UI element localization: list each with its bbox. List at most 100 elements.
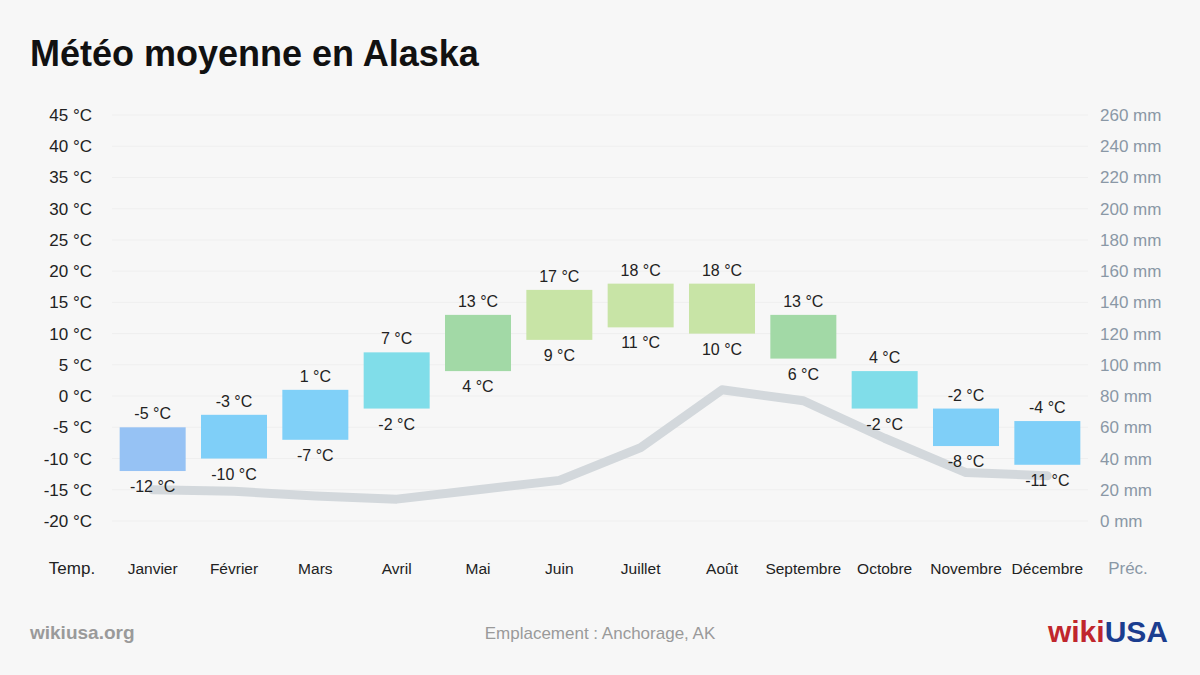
y2-tick-label: 200 mm bbox=[1100, 200, 1161, 219]
temperature-bar bbox=[526, 290, 592, 340]
y2-tick bbox=[1088, 458, 1092, 459]
y2-axis-label: Préc. bbox=[1108, 559, 1148, 578]
annotation: Emplacement : Anchorage, AK bbox=[485, 624, 716, 643]
logo: wikiUSA bbox=[1047, 615, 1168, 648]
x-tick-label: Mars bbox=[298, 560, 333, 577]
x-tick-label: Août bbox=[706, 560, 739, 577]
low-label: 11 °C bbox=[621, 334, 660, 351]
y2-tick-label: 180 mm bbox=[1100, 231, 1161, 250]
y2-tick bbox=[1088, 489, 1092, 490]
y2-tick-label: 260 mm bbox=[1100, 106, 1161, 125]
y2-tick-label: 120 mm bbox=[1100, 325, 1161, 344]
y2-tick bbox=[1088, 521, 1092, 522]
high-label: -4 °C bbox=[1029, 399, 1066, 416]
y-tick-label: 5 °C bbox=[59, 356, 92, 375]
y-tick-label: 15 °C bbox=[49, 293, 92, 312]
temperature-bar bbox=[282, 390, 348, 440]
y-tick-label: 20 °C bbox=[49, 262, 92, 281]
x-tick-label: Avril bbox=[382, 560, 412, 577]
y-tick-label: 45 °C bbox=[49, 106, 92, 125]
grid-line bbox=[112, 364, 1088, 365]
logo-part: wiki bbox=[1047, 615, 1105, 648]
y-tick-label: 25 °C bbox=[49, 231, 92, 250]
low-label: -10 °C bbox=[211, 466, 257, 483]
temperature-bar bbox=[852, 371, 918, 408]
y-axis-label: Temp. bbox=[49, 559, 95, 578]
x-tick-label: Février bbox=[210, 560, 258, 577]
temperature-bar bbox=[933, 409, 999, 446]
high-label: -5 °C bbox=[134, 405, 171, 422]
low-label: 4 °C bbox=[462, 378, 493, 395]
source: wikiusa.org bbox=[29, 622, 135, 643]
marks bbox=[120, 284, 1081, 499]
y2-tick bbox=[1088, 239, 1092, 240]
low-label: -11 °C bbox=[1025, 472, 1069, 489]
high-label: 13 °C bbox=[783, 293, 823, 310]
y2-tick-label: 140 mm bbox=[1100, 293, 1161, 312]
low-label: 10 °C bbox=[702, 341, 742, 358]
x-tick-label: Juin bbox=[545, 560, 573, 577]
y2-tick bbox=[1088, 271, 1092, 272]
high-label: 18 °C bbox=[702, 262, 742, 279]
high-label: 4 °C bbox=[869, 349, 900, 366]
x-tick-label: Décembre bbox=[1012, 560, 1084, 577]
grid-line bbox=[112, 208, 1088, 209]
low-label: -8 °C bbox=[948, 453, 985, 470]
high-label: 1 °C bbox=[300, 368, 331, 385]
temperature-bar bbox=[689, 284, 755, 334]
x-tick-label: Novembre bbox=[930, 560, 1002, 577]
y2-tick bbox=[1088, 396, 1092, 397]
high-label: 7 °C bbox=[381, 330, 412, 347]
y2-tick bbox=[1088, 333, 1092, 334]
y2-tick-label: 80 mm bbox=[1100, 387, 1152, 406]
high-label: 17 °C bbox=[539, 268, 579, 285]
grid-line bbox=[112, 396, 1088, 397]
y2-tick bbox=[1088, 177, 1092, 178]
grid-line bbox=[112, 239, 1088, 240]
logo-part: USA bbox=[1105, 615, 1168, 648]
high-label: 13 °C bbox=[458, 293, 498, 310]
y2-tick bbox=[1088, 146, 1092, 147]
y2-tick bbox=[1088, 427, 1092, 428]
y2-tick-label: 220 mm bbox=[1100, 168, 1161, 187]
y-tick-label: -15 °C bbox=[44, 481, 92, 500]
low-label: -2 °C bbox=[378, 416, 415, 433]
y2-tick-label: 240 mm bbox=[1100, 137, 1161, 156]
x-tick-label: Juillet bbox=[621, 560, 661, 577]
temperature-bar bbox=[1014, 421, 1080, 465]
temperature-bar bbox=[770, 315, 836, 359]
y2-tick bbox=[1088, 115, 1092, 116]
background bbox=[0, 0, 1200, 675]
temperature-bar bbox=[120, 427, 186, 471]
low-label: -7 °C bbox=[297, 447, 334, 464]
chart: Météo moyenne en Alaska-20 °C-15 °C-10 °… bbox=[0, 0, 1200, 675]
y-tick-label: 40 °C bbox=[49, 137, 92, 156]
y2-tick-label: 60 mm bbox=[1100, 418, 1152, 437]
y-tick-label: -5 °C bbox=[53, 418, 92, 437]
grid-line bbox=[112, 177, 1088, 178]
low-label: -12 °C bbox=[130, 478, 176, 495]
y2-tick-label: 40 mm bbox=[1100, 450, 1152, 469]
y-tick-label: 10 °C bbox=[49, 325, 92, 344]
temperature-bar bbox=[445, 315, 511, 371]
y2-tick-label: 0 mm bbox=[1100, 512, 1143, 531]
x-tick-label: Mai bbox=[466, 560, 491, 577]
x-tick-label: Janvier bbox=[128, 560, 178, 577]
grid-line bbox=[112, 302, 1088, 303]
y-tick-label: 30 °C bbox=[49, 200, 92, 219]
y2-tick bbox=[1088, 302, 1092, 303]
temperature-bar bbox=[201, 415, 267, 459]
grid-line bbox=[112, 333, 1088, 334]
y-tick-label: -20 °C bbox=[44, 512, 92, 531]
x-tick-label: Octobre bbox=[857, 560, 912, 577]
y2-tick-label: 100 mm bbox=[1100, 356, 1161, 375]
y2-tick bbox=[1088, 364, 1092, 365]
grid-line bbox=[112, 521, 1088, 522]
grid bbox=[112, 115, 1088, 521]
high-label: 18 °C bbox=[621, 262, 661, 279]
y-tick-label: -10 °C bbox=[44, 450, 92, 469]
y2-tick bbox=[1088, 208, 1092, 209]
high-label: -3 °C bbox=[216, 393, 253, 410]
grid-line bbox=[112, 271, 1088, 272]
data-labels: -5 °C -12 °C -3 °C -10 °C 1 °C -7 °C 7 °C -2 °C… bbox=[130, 262, 1070, 495]
